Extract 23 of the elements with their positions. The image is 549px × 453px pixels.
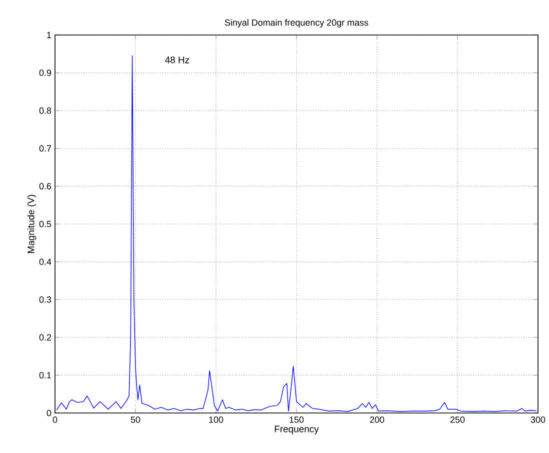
chart-title: Sinyal Domain frequency 20gr mass [224, 19, 368, 28]
x-tick-label: 300 [530, 416, 546, 423]
y-tick-label: 1 [47, 32, 52, 38]
y-tick-label: 0.5 [39, 220, 52, 228]
y-tick-label: 0.2 [39, 334, 52, 341]
x-tick-label: 100 [209, 416, 224, 423]
y-tick-label: 0.1 [39, 372, 52, 378]
y-tick-label: 0.4 [39, 258, 52, 265]
x-axis-title: Frequency [274, 426, 319, 434]
x-tick-label: 0 [52, 416, 58, 423]
y-tick-label: 0.9 [39, 70, 52, 76]
y-tick-label: 0.6 [39, 183, 52, 190]
x-tick-label: 50 [130, 416, 140, 423]
y-axis-title: Magnitude (V) [27, 194, 36, 253]
line-series [56, 55, 537, 412]
x-tick-label: 250 [450, 416, 465, 423]
x-tick-label: 150 [290, 416, 304, 423]
annotation: 48 Hz [165, 56, 190, 64]
y-tick-label: 0 [46, 410, 52, 416]
y-tick-label: 0.7 [39, 145, 52, 152]
y-tick-label: 0.8 [39, 107, 52, 114]
x-tick-label: 200 [370, 416, 384, 423]
y-tick-label: 0.3 [39, 296, 52, 303]
